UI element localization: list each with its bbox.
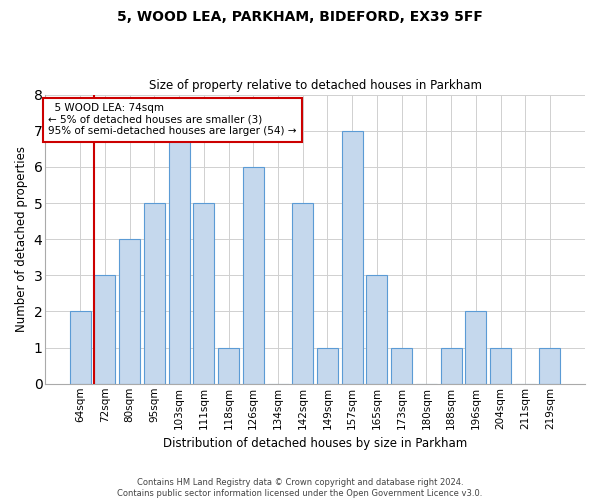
Bar bbox=[490, 348, 511, 384]
Text: Contains HM Land Registry data © Crown copyright and database right 2024.
Contai: Contains HM Land Registry data © Crown c… bbox=[118, 478, 482, 498]
Title: Size of property relative to detached houses in Parkham: Size of property relative to detached ho… bbox=[149, 79, 482, 92]
X-axis label: Distribution of detached houses by size in Parkham: Distribution of detached houses by size … bbox=[163, 437, 467, 450]
Bar bbox=[218, 348, 239, 384]
Bar bbox=[243, 167, 264, 384]
Bar bbox=[367, 276, 388, 384]
Bar bbox=[440, 348, 461, 384]
Bar bbox=[193, 203, 214, 384]
Text: 5 WOOD LEA: 74sqm
← 5% of detached houses are smaller (3)
95% of semi-detached h: 5 WOOD LEA: 74sqm ← 5% of detached house… bbox=[48, 103, 296, 136]
Bar bbox=[341, 130, 362, 384]
Text: 5, WOOD LEA, PARKHAM, BIDEFORD, EX39 5FF: 5, WOOD LEA, PARKHAM, BIDEFORD, EX39 5FF bbox=[117, 10, 483, 24]
Bar bbox=[70, 312, 91, 384]
Bar bbox=[465, 312, 486, 384]
Bar bbox=[144, 203, 165, 384]
Bar bbox=[317, 348, 338, 384]
Bar bbox=[119, 239, 140, 384]
Y-axis label: Number of detached properties: Number of detached properties bbox=[15, 146, 28, 332]
Bar bbox=[94, 276, 115, 384]
Bar bbox=[169, 130, 190, 384]
Bar bbox=[539, 348, 560, 384]
Bar bbox=[292, 203, 313, 384]
Bar bbox=[391, 348, 412, 384]
